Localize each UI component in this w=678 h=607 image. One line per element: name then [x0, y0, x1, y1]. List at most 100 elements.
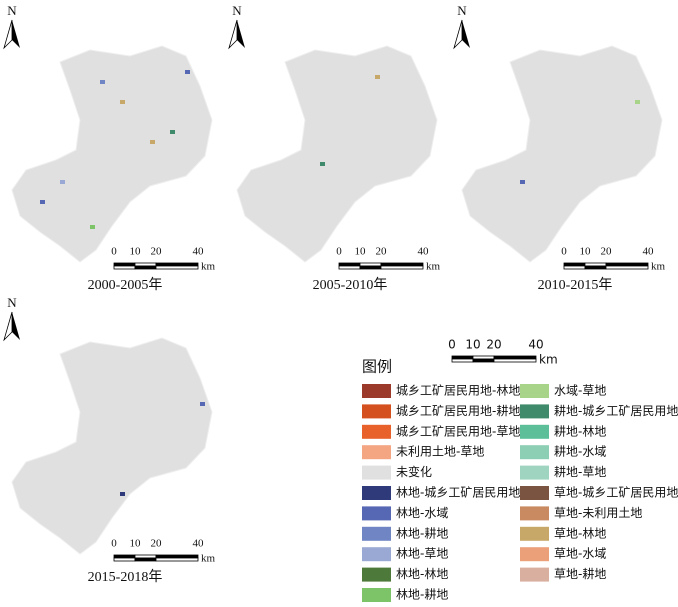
- scale-segment: [472, 358, 495, 363]
- scale-segment: [584, 265, 607, 270]
- scale-segment: [493, 358, 537, 363]
- scale-unit: km: [539, 353, 558, 367]
- scale-tick-label: 40: [418, 246, 430, 258]
- legend-label: 林地-草地: [396, 547, 448, 561]
- scale-segment: [134, 557, 157, 562]
- scale-segment: [113, 557, 136, 562]
- region-shape: [11, 337, 213, 555]
- scale-segment: [563, 262, 586, 267]
- region-shape: [461, 45, 663, 263]
- change-patch: [200, 402, 205, 406]
- legend-swatch: [520, 506, 549, 521]
- panel-label: 2005-2010年: [313, 277, 388, 293]
- north-arrow: [12, 312, 20, 340]
- legend-swatch: [362, 465, 391, 480]
- legend-label: 草地-林地: [554, 526, 606, 540]
- legend-swatch: [362, 486, 391, 500]
- legend-label: 林地-耕地: [396, 525, 448, 540]
- legend-swatch: [520, 465, 549, 480]
- change-patch: [120, 492, 125, 496]
- legend-swatch: [362, 445, 391, 460]
- legend-swatch: [520, 486, 549, 500]
- legend-label: 耕地-林地: [554, 423, 606, 438]
- scale-unit: km: [201, 261, 216, 273]
- map-panel: N 0 10 20 40 km 2005-2010年: [228, 3, 441, 293]
- map-panel: N 0 10 20 40 km 2000-2005年: [3, 3, 216, 293]
- scale-tick-label: 0: [111, 538, 117, 550]
- north-arrow: [453, 19, 463, 50]
- north-arrow: [462, 20, 470, 48]
- scale-segment: [134, 265, 157, 270]
- change-patch: [150, 140, 155, 144]
- legend-swatch: [362, 424, 391, 439]
- change-patch: [120, 100, 125, 104]
- scale-segment: [155, 265, 199, 270]
- change-patch: [635, 100, 640, 104]
- scale-segment: [155, 262, 199, 267]
- region-shape: [11, 45, 213, 263]
- legend-swatch: [362, 404, 391, 419]
- legend-swatch: [520, 567, 549, 582]
- change-patch: [60, 180, 65, 184]
- scale-tick-label: 10: [465, 338, 480, 352]
- change-patch: [375, 75, 380, 79]
- change-patch: [320, 162, 325, 166]
- scale-segment: [605, 265, 649, 270]
- scale-tick-label: 0: [336, 246, 342, 258]
- legend-label: 草地-城乡工矿居民用地: [554, 486, 678, 500]
- change-patch: [170, 130, 175, 134]
- north-arrow: [3, 311, 13, 342]
- scale-segment: [155, 557, 199, 562]
- scale-segment: [359, 265, 382, 270]
- legend-label: 林地-耕地: [396, 587, 448, 602]
- north-label: N: [457, 3, 467, 18]
- scale-segment: [338, 265, 361, 270]
- legend-label: 城乡工矿居民用地-耕地: [396, 403, 520, 418]
- legend-title: 图例: [362, 358, 392, 376]
- north-label: N: [7, 3, 17, 18]
- legend-swatch: [520, 547, 549, 562]
- legend-label: 草地-未利用土地: [554, 506, 642, 520]
- scale-tick-label: 40: [643, 246, 655, 258]
- legend-swatch: [362, 588, 391, 602]
- legend-label: 草地-水域: [554, 547, 606, 561]
- north-arrow: [237, 20, 245, 48]
- scale-tick-label: 10: [580, 246, 592, 258]
- scale-segment: [472, 355, 495, 360]
- scale-segment: [134, 554, 157, 559]
- scale-tick-label: 40: [528, 338, 543, 352]
- change-patch: [520, 180, 525, 184]
- north-arrow: [12, 20, 20, 48]
- scale-tick-label: 20: [601, 246, 613, 258]
- north-label: N: [232, 3, 242, 18]
- legend-label: 水域-草地: [554, 384, 606, 398]
- change-patch: [185, 70, 190, 74]
- legend-swatch: [362, 506, 391, 521]
- scale-segment: [493, 355, 537, 360]
- region-shape: [236, 45, 438, 263]
- legend-swatch: [362, 567, 391, 582]
- scale-segment: [451, 358, 474, 363]
- scale-unit: km: [426, 261, 441, 273]
- legend-label: 耕地-水域: [554, 444, 606, 459]
- scale-segment: [338, 262, 361, 267]
- north-arrow: [228, 19, 238, 50]
- legend-label: 林地-林地: [396, 567, 448, 581]
- legend-swatch: [362, 384, 391, 398]
- scale-tick-label: 20: [376, 246, 388, 258]
- legend-label: 未变化: [396, 464, 432, 479]
- change-patch: [90, 225, 95, 229]
- panel-label: 2000-2005年: [88, 277, 163, 293]
- scale-tick-label: 20: [486, 338, 501, 352]
- legend-swatch: [362, 547, 391, 562]
- legend-label: 草地-耕地: [554, 566, 606, 581]
- change-patch: [100, 80, 105, 84]
- scale-segment: [113, 265, 136, 270]
- legend-swatch: [520, 424, 549, 439]
- legend-label: 未利用土地-草地: [396, 445, 484, 459]
- scale-segment: [359, 262, 382, 267]
- scale-tick-label: 10: [130, 246, 142, 258]
- legend-label: 耕地-草地: [554, 464, 606, 479]
- legend-swatch: [520, 445, 549, 460]
